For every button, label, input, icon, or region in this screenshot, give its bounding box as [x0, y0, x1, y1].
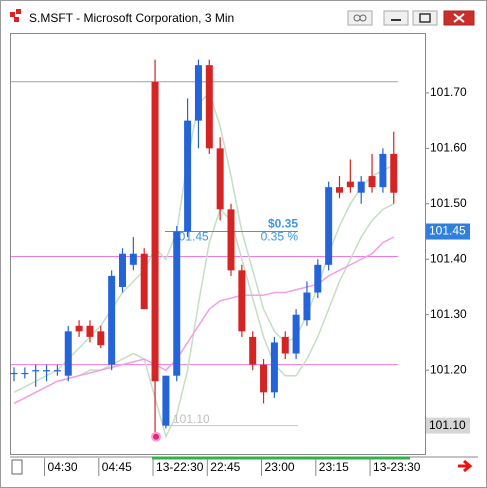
candle-body — [379, 153, 387, 188]
app-icon — [10, 9, 21, 22]
candle-body — [336, 187, 343, 193]
candle-body — [325, 187, 333, 265]
candle-body — [292, 314, 300, 354]
x-tick-label: 23:00 — [265, 460, 295, 474]
y-tick-label: 101.40 — [430, 251, 467, 265]
candle-body — [75, 325, 83, 332]
candle-body — [303, 292, 311, 321]
x-tick-label: 22:45 — [210, 460, 240, 474]
candle-body — [184, 120, 192, 232]
y-tick-label: 101.70 — [430, 85, 467, 99]
plot-layer: 101.45 101.10 $0.350.35 % — [11, 59, 398, 439]
measure-change-pct: 0.35 % — [261, 230, 299, 244]
candle-body — [53, 370, 61, 372]
measure-high-label: 101.45 — [172, 230, 209, 244]
candle-body — [368, 176, 376, 188]
candle-body — [97, 331, 105, 346]
x-tick-label: 04:30 — [48, 460, 78, 474]
scroll-box[interactable] — [11, 459, 23, 475]
candle-body — [260, 364, 268, 393]
y-tick-label: 101.20 — [430, 362, 467, 376]
measure-low-label: 101.10 — [173, 412, 210, 426]
candle-body — [64, 331, 72, 376]
price-marker — [426, 223, 470, 240]
price-marker — [426, 417, 470, 434]
maximize-button[interactable] — [412, 10, 438, 26]
plot-area — [10, 33, 426, 455]
x-tick-label: 13-22:30 — [156, 460, 204, 474]
low-marker — [151, 431, 162, 442]
candle-body — [43, 370, 51, 372]
link-button[interactable] — [347, 10, 373, 26]
candle-body — [108, 275, 116, 365]
candle-body — [249, 336, 257, 365]
candle-body — [162, 375, 170, 426]
indicator-line — [13, 236, 395, 405]
x-tick-label: 13-23:30 — [373, 460, 421, 474]
candle-body — [21, 372, 29, 375]
candle-body — [11, 372, 18, 375]
candle-body — [173, 231, 181, 376]
candle-body — [314, 264, 322, 293]
price-marker-label: 101.45 — [429, 224, 466, 238]
candle-body — [119, 253, 126, 287]
window-title: S.MSFT - Microsoft Corporation, 3 Min — [29, 11, 234, 25]
candle-body — [86, 325, 94, 337]
x-tick-label: 04:45 — [102, 460, 132, 474]
y-tick-label: 101.50 — [430, 196, 467, 210]
candle-body — [151, 81, 159, 382]
y-tick-label: 101.30 — [430, 307, 467, 321]
candle-body — [129, 253, 137, 265]
measure-change: $0.35 — [268, 217, 298, 231]
candle-body — [205, 65, 213, 149]
minimize-button[interactable] — [383, 10, 409, 26]
candle-body — [194, 65, 202, 121]
candle-body — [390, 153, 398, 193]
price-marker-label: 101.10 — [429, 418, 466, 432]
candle-body — [32, 370, 40, 372]
candle-body — [270, 342, 278, 393]
candle-body — [357, 181, 365, 193]
candle-body — [140, 253, 148, 310]
close-button[interactable] — [443, 10, 475, 26]
candle-body — [238, 270, 246, 332]
candle-body — [281, 336, 289, 354]
candle-body — [227, 209, 235, 271]
candle-body — [346, 181, 354, 188]
x-tick-label: 23:15 — [319, 460, 349, 474]
y-tick-label: 101.60 — [430, 141, 467, 155]
scroll-right-arrow[interactable] — [458, 459, 473, 473]
candle-body — [216, 148, 224, 210]
